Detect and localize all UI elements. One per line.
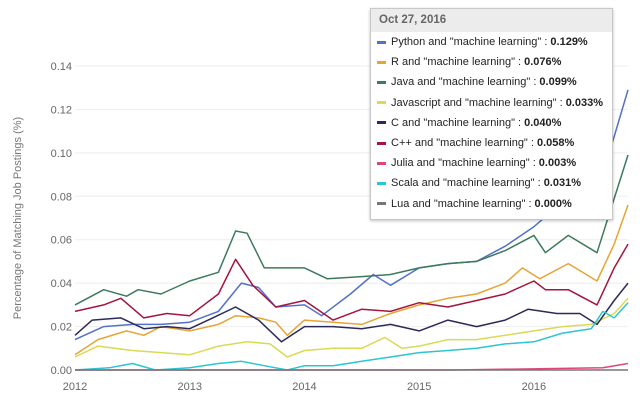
series-line-2[interactable]: [74, 154, 629, 306]
legend-series-value: 0.031%: [543, 177, 581, 190]
series-line-5[interactable]: [74, 243, 629, 321]
tooltip-legend-entry: C and "machine learning" :0.040%: [371, 113, 612, 133]
legend-series-name: Python and "machine learning" :: [391, 36, 548, 48]
tooltip-legend-entry: Scala and "machine learning" :0.031%: [371, 173, 612, 193]
tooltip-legend-entry: Julia and "machine learning" :0.003%: [371, 153, 612, 173]
legend-swatch-icon: [377, 80, 386, 84]
legend-series-name: Julia and "machine learning" :: [391, 157, 536, 170]
y-axis-label: Percentage of Matching Job Postings (%): [12, 117, 24, 319]
legend-swatch-icon: [377, 101, 386, 105]
x-tick-label: 2016: [522, 381, 546, 393]
legend-swatch-icon: [377, 202, 386, 206]
series-line-7[interactable]: [74, 302, 629, 371]
x-tick-label: 2014: [292, 381, 316, 393]
legend-series-value: 0.000%: [534, 197, 572, 210]
y-tick-label: 0.04: [51, 278, 72, 290]
series-line-0[interactable]: [74, 89, 629, 341]
y-tick-label: 0.08: [51, 191, 72, 203]
tooltip-legend-entry: Java and "machine learning" :0.099%: [371, 72, 612, 92]
legend-swatch-icon: [377, 60, 386, 64]
x-tick-label: 2012: [63, 381, 87, 393]
legend-series-name: C++ and "machine learning" :: [391, 136, 534, 149]
y-tick-label: 0.00: [51, 365, 72, 377]
tooltip-date: Oct 27, 2016: [371, 9, 612, 32]
y-tick-label: 0.10: [51, 148, 72, 160]
hover-tooltip: Oct 27, 2016 Python and "machine learnin…: [370, 8, 613, 220]
tooltip-legend-entry: R and "machine learning" :0.076%: [371, 52, 612, 72]
legend-series-name: R and "machine learning" :: [391, 56, 522, 69]
tooltip-legend-entry: C++ and "machine learning" :0.058%: [371, 133, 612, 153]
legend-swatch-icon: [377, 121, 386, 125]
series-line-1[interactable]: [74, 204, 629, 356]
y-tick-label: 0.06: [51, 235, 72, 247]
legend-series-value: 0.033%: [565, 96, 603, 109]
legend-series-value: 0.003%: [538, 157, 577, 170]
series-line-4[interactable]: [74, 282, 629, 343]
series-line-6[interactable]: [75, 362, 629, 371]
x-tick-label: 2015: [407, 381, 431, 393]
legend-series-name: Scala and "machine learning" :: [391, 177, 541, 190]
y-tick-label: 0.14: [51, 61, 72, 73]
legend-series-value: 0.099%: [539, 76, 577, 89]
legend-series-value: 0.076%: [524, 56, 562, 69]
legend-swatch-icon: [377, 141, 386, 145]
legend-swatch-icon: [377, 40, 386, 44]
y-tick-label: 0.02: [51, 322, 72, 334]
legend-series-name: Java and "machine learning" :: [391, 76, 537, 89]
legend-series-value: 0.040%: [524, 116, 562, 129]
x-tick-label: 2013: [177, 381, 201, 393]
legend-series-name: C and "machine learning" :: [391, 116, 522, 129]
series-line-3[interactable]: [74, 297, 629, 358]
legend-series-name: Javascript and "machine learning" :: [391, 96, 563, 109]
tooltip-legend-entry: Python and "machine learning" :0.129%: [371, 32, 612, 52]
legend-series-value: 0.058%: [536, 136, 575, 149]
legend-series-name: Lua and "machine learning" :: [391, 197, 532, 210]
tooltip-legend-entry: Lua and "machine learning" :0.000%: [371, 194, 612, 214]
legend-swatch-icon: [377, 181, 386, 185]
y-tick-label: 0.12: [51, 104, 72, 116]
legend-series-value: 0.129%: [550, 36, 588, 48]
legend-swatch-icon: [377, 161, 386, 165]
tooltip-legend-entry: Javascript and "machine learning" :0.033…: [371, 93, 612, 113]
